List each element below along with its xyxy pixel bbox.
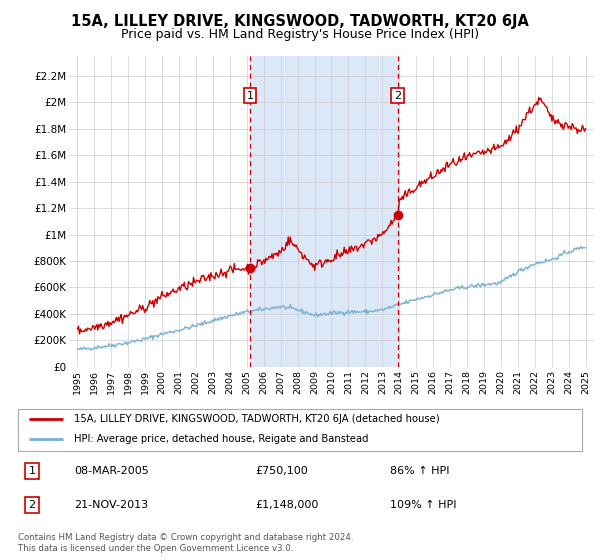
Text: 1: 1: [29, 466, 35, 476]
Text: 109% ↑ HPI: 109% ↑ HPI: [390, 500, 457, 510]
Text: 2: 2: [394, 91, 401, 101]
Text: 2: 2: [29, 500, 35, 510]
Text: Price paid vs. HM Land Registry's House Price Index (HPI): Price paid vs. HM Land Registry's House …: [121, 28, 479, 41]
Bar: [250, 56, 398, 367]
Text: 08-MAR-2005: 08-MAR-2005: [74, 466, 149, 476]
Text: Contains HM Land Registry data © Crown copyright and database right 2024.
This d: Contains HM Land Registry data © Crown c…: [18, 533, 353, 553]
Text: £1,148,000: £1,148,000: [255, 500, 318, 510]
Text: HPI: Average price, detached house, Reigate and Banstead: HPI: Average price, detached house, Reig…: [74, 434, 369, 444]
Text: 1: 1: [247, 91, 254, 101]
Text: 15A, LILLEY DRIVE, KINGSWOOD, TADWORTH, KT20 6JA (detached house): 15A, LILLEY DRIVE, KINGSWOOD, TADWORTH, …: [74, 414, 440, 424]
Text: £750,100: £750,100: [255, 466, 308, 476]
Text: 15A, LILLEY DRIVE, KINGSWOOD, TADWORTH, KT20 6JA: 15A, LILLEY DRIVE, KINGSWOOD, TADWORTH, …: [71, 14, 529, 29]
Text: 86% ↑ HPI: 86% ↑ HPI: [390, 466, 450, 476]
Text: 21-NOV-2013: 21-NOV-2013: [74, 500, 149, 510]
FancyBboxPatch shape: [18, 409, 582, 451]
